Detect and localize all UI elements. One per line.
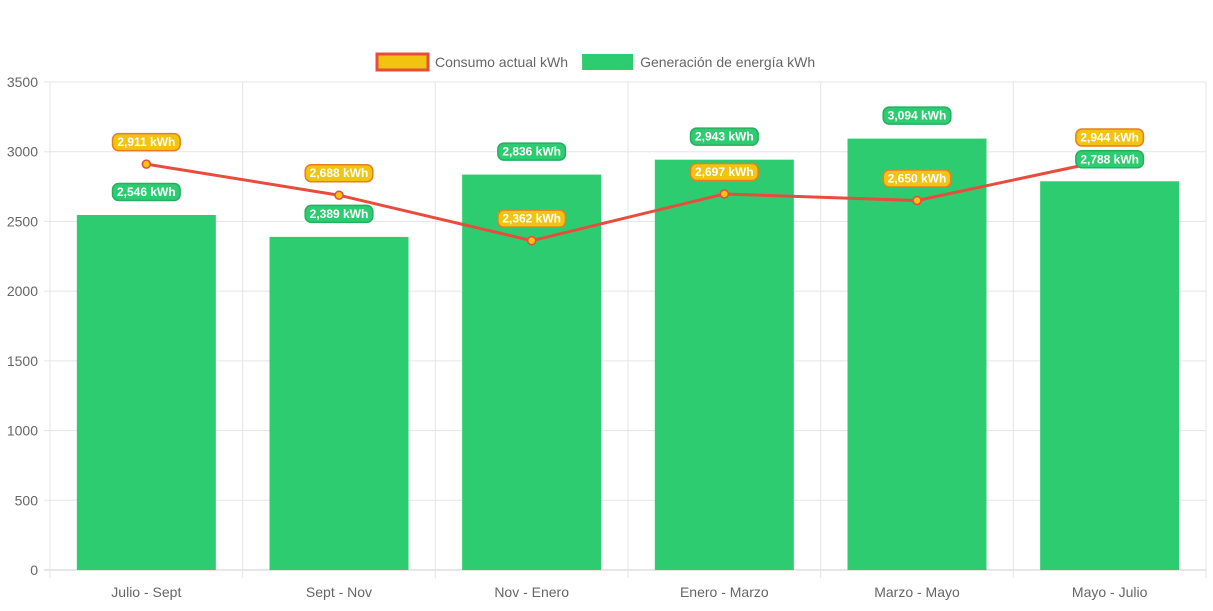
data-label-consumo-bg xyxy=(882,169,952,188)
data-label-generacion: 2,389 kWh xyxy=(304,204,374,224)
line-consumo xyxy=(146,158,1110,243)
x-tick-label: Nov - Enero xyxy=(494,584,569,600)
y-tick-label: 3000 xyxy=(7,144,38,160)
data-label-generacion-bg xyxy=(689,127,759,146)
data-label-generacion-bg xyxy=(304,204,374,224)
data-label-generacion-text: 2,943 kWh xyxy=(695,130,754,144)
data-label-consumo-bg xyxy=(111,132,181,152)
bar-generacion[interactable] xyxy=(462,174,602,570)
data-label-generacion-bg xyxy=(111,182,181,202)
data-label-consumo-bg xyxy=(689,162,759,182)
legend: Consumo actual kWh Generación de energía … xyxy=(375,52,815,72)
data-labels: 2,546 kWh 2,389 kWh 2,836 kWh 2,943 kWh 3,09… xyxy=(111,106,1145,228)
data-label-generacion-bg xyxy=(497,142,567,161)
y-tick-label: 500 xyxy=(15,492,39,508)
point-consumo[interactable] xyxy=(912,195,922,206)
data-label-consumo-bg xyxy=(304,163,374,183)
bar-generacion[interactable] xyxy=(1040,181,1180,571)
grid-lines xyxy=(44,81,1207,578)
x-tick-label: Julio - Sept xyxy=(111,584,181,600)
legend-consumo[interactable]: Consumo actual kWh xyxy=(375,52,568,72)
data-label-consumo: 2,911 kWh xyxy=(111,132,181,152)
x-tick-label: Enero - Marzo xyxy=(680,584,769,600)
data-label-consumo-text: 2,697 kWh xyxy=(695,165,754,179)
y-tick-label: 0 xyxy=(30,562,38,578)
y-axis: 0 500 1000 1500 2000 2500 3000 3500 xyxy=(7,74,38,578)
x-tick-label: Mayo - Julio xyxy=(1072,584,1148,600)
point-consumo[interactable] xyxy=(719,189,730,199)
data-label-consumo-text: 2,650 kWh xyxy=(888,172,947,186)
legend-generacion-label: Generación de energía kWh xyxy=(640,54,815,70)
y-tick-label: 3500 xyxy=(7,74,38,90)
data-label-consumo: 2,650 kWh xyxy=(882,169,952,188)
data-label-consumo: 2,362 kWh xyxy=(497,209,567,228)
y-tick-label: 1500 xyxy=(7,353,38,369)
data-label-consumo: 2,688 kWh xyxy=(304,163,374,183)
bar-generacion[interactable] xyxy=(654,159,794,570)
data-label-generacion-text: 2,836 kWh xyxy=(502,145,561,159)
data-label-generacion: 2,788 kWh xyxy=(1075,150,1145,169)
bar-generacion[interactable] xyxy=(76,215,216,570)
point-consumo[interactable] xyxy=(141,159,152,169)
point-consumo[interactable] xyxy=(526,235,537,246)
data-label-generacion-bg xyxy=(1075,150,1145,169)
data-label-consumo: 2,697 kWh xyxy=(689,162,759,182)
data-label-generacion-text: 2,546 kWh xyxy=(117,185,176,199)
data-label-consumo-text: 2,911 kWh xyxy=(117,135,175,149)
data-label-generacion-text: 2,788 kWh xyxy=(1080,152,1139,166)
data-label-consumo-text: 2,362 kWh xyxy=(502,212,561,226)
bar-generacion[interactable] xyxy=(269,236,409,570)
x-tick-label: Sept - Nov xyxy=(306,584,372,600)
y-tick-label: 1000 xyxy=(7,423,38,439)
data-label-generacion-text: 3,094 kWh xyxy=(888,109,947,123)
data-label-generacion: 2,943 kWh xyxy=(689,127,759,146)
bar-generacion[interactable] xyxy=(847,138,987,570)
data-label-consumo-text: 2,944 kWh xyxy=(1080,131,1139,145)
legend-consumo-label: Consumo actual kWh xyxy=(435,54,568,70)
data-label-consumo-bg xyxy=(497,209,567,228)
point-consumo[interactable] xyxy=(334,190,344,200)
legend-generacion-swatch xyxy=(582,54,634,70)
x-axis: Julio - Sept Sept - Nov Nov - Enero Enero -… xyxy=(111,584,1147,600)
data-label-generacion: 2,546 kWh xyxy=(111,182,181,202)
data-label-generacion: 2,836 kWh xyxy=(497,142,567,161)
bar-series xyxy=(76,138,1180,571)
data-label-consumo: 2,944 kWh xyxy=(1075,128,1145,147)
data-label-consumo-bg xyxy=(1075,128,1145,147)
legend-consumo-swatch xyxy=(375,52,430,72)
data-label-consumo-text: 2,688 kWh xyxy=(310,166,369,180)
x-tick-label: Marzo - Mayo xyxy=(874,584,960,600)
data-label-generacion-text: 2,389 kWh xyxy=(310,207,369,221)
data-label-generacion-bg xyxy=(882,106,952,125)
y-tick-label: 2500 xyxy=(7,213,38,229)
y-tick-label: 2000 xyxy=(7,283,38,299)
data-label-generacion: 3,094 kWh xyxy=(882,106,952,125)
legend-generacion[interactable]: Generación de energía kWh xyxy=(582,54,815,70)
